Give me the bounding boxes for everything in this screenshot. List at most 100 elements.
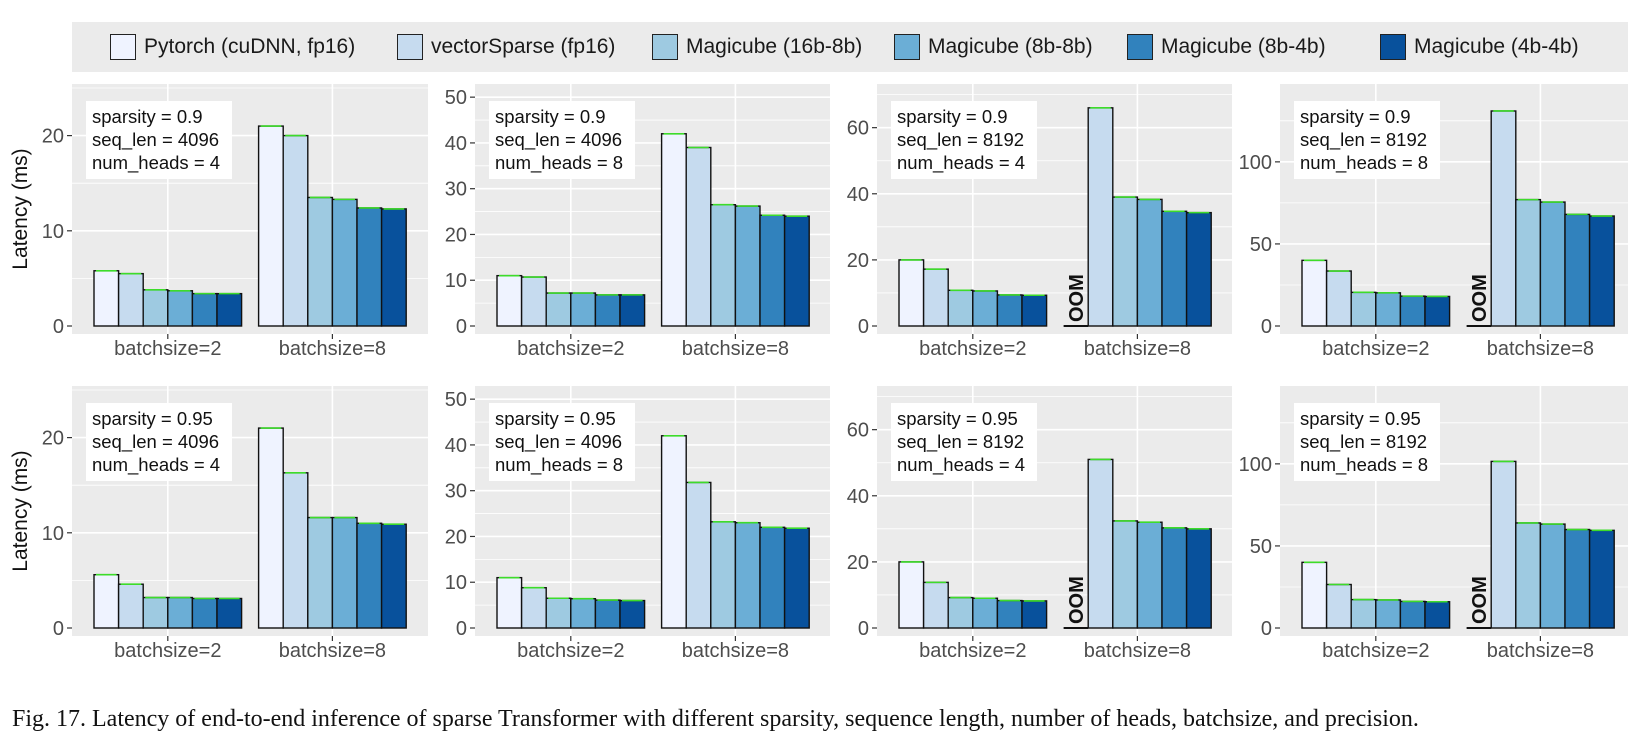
bar: [282, 134, 309, 327]
legend-item: Magicube (4b-4b): [1380, 33, 1579, 61]
bar: [1112, 520, 1139, 629]
legend-item: Magicube (8b-8b): [894, 33, 1093, 61]
bar: [922, 268, 949, 327]
bar: [685, 481, 712, 629]
y-axis-title: Latency (ms): [9, 450, 32, 571]
bar: [356, 207, 383, 327]
legend-swatch: [110, 34, 136, 60]
bar: [759, 526, 786, 629]
bar: [1539, 523, 1566, 629]
annotation-line: sparsity = 0.9: [1300, 106, 1411, 127]
bar: [1021, 294, 1048, 327]
annotation-line: num_heads = 8: [1300, 152, 1428, 174]
bar: [1564, 213, 1591, 327]
y-tick-label: 40: [847, 486, 869, 508]
x-tick-label: batchsize=2: [114, 640, 221, 662]
chart-panel: 0 10 20 batchsize=2 batchsize=8 sparsity = 0.…: [9, 386, 428, 662]
bar: [380, 523, 407, 629]
legend-item: Magicube (16b-8b): [652, 33, 862, 61]
legend-label: Pytorch (cuDNN, fp16): [144, 35, 356, 58]
legend-swatch: [1380, 34, 1406, 60]
bar: [570, 292, 597, 327]
y-tick-label: 20: [42, 126, 64, 148]
y-tick-label: 10: [445, 572, 467, 594]
bar: [1161, 210, 1188, 327]
y-tick-label: 20: [42, 428, 64, 450]
bar: [972, 597, 999, 629]
legend-item: Pytorch (cuDNN, fp16): [110, 33, 355, 61]
bar: [783, 527, 810, 629]
annotation-line: num_heads = 4: [92, 454, 220, 476]
bar: [282, 472, 309, 629]
y-tick-label: 40: [445, 133, 467, 155]
bar: [1087, 107, 1114, 327]
chart-panel: OOM 0 50 100 batchsize=2 batchsize=8 sparsity …: [1239, 84, 1628, 360]
y-tick-label: 50: [1250, 536, 1272, 558]
bar: [1588, 529, 1615, 629]
bar: [1424, 601, 1451, 629]
bar: [619, 599, 646, 629]
annotation-box: [86, 403, 232, 481]
bar: [947, 596, 974, 629]
bar: [972, 290, 999, 327]
bar: [1424, 295, 1451, 327]
x-tick-label: batchsize=2: [919, 338, 1026, 360]
bar: [1588, 215, 1615, 327]
annotation-line: sparsity = 0.95: [1300, 408, 1421, 429]
x-tick-label: batchsize=2: [517, 338, 624, 360]
bar: [710, 204, 737, 327]
y-tick-label: 100: [1239, 152, 1272, 174]
x-tick-label: batchsize=8: [1487, 640, 1594, 662]
bar: [1350, 291, 1377, 327]
y-tick-label: 10: [42, 523, 64, 545]
bar: [570, 598, 597, 629]
annotation-line: seq_len = 8192: [1300, 431, 1427, 453]
bar: [1136, 521, 1163, 629]
y-tick-label: 0: [858, 618, 869, 640]
bar: [1375, 599, 1402, 629]
annotation-line: num_heads = 4: [897, 152, 1025, 174]
y-tick-label: 0: [858, 316, 869, 338]
bar: [1087, 458, 1114, 629]
bar: [1490, 110, 1517, 327]
bar: [1161, 527, 1188, 629]
annotation-line: sparsity = 0.9: [92, 106, 203, 127]
y-tick-label: 50: [445, 87, 467, 109]
bar: [167, 290, 194, 327]
bar: [898, 259, 925, 327]
bar: [545, 292, 572, 327]
bar: [257, 427, 284, 629]
y-tick-label: 30: [445, 481, 467, 503]
bar: [1399, 600, 1426, 629]
legend-label: Magicube (8b-8b): [928, 35, 1093, 58]
annotation-box: [891, 403, 1037, 481]
legend-label: Magicube (8b-4b): [1161, 35, 1326, 58]
y-tick-label: 10: [445, 270, 467, 292]
bar: [1515, 522, 1542, 629]
annotation-line: seq_len = 4096: [495, 129, 622, 151]
bar: [167, 596, 194, 629]
legend: Pytorch (cuDNN, fp16) vectorSparse (fp16)…: [72, 22, 1628, 72]
annotation-box: [86, 101, 232, 179]
bar: [1350, 598, 1377, 629]
annotation-line: seq_len = 8192: [897, 129, 1024, 151]
x-tick-label: batchsize=2: [1322, 338, 1429, 360]
y-tick-label: 0: [53, 316, 64, 338]
y-tick-label: 0: [1261, 316, 1272, 338]
bar: [734, 205, 761, 327]
chart-panel: OOM 0 20 40 60 batchsize=2 batchsize=8 sparsity…: [847, 84, 1232, 360]
y-tick-label: 30: [445, 179, 467, 201]
x-tick-label: batchsize=8: [279, 338, 386, 360]
x-tick-label: batchsize=8: [279, 640, 386, 662]
y-tick-label: 40: [847, 184, 869, 206]
legend-label: vectorSparse (fp16): [431, 35, 616, 58]
y-tick-label: 50: [445, 389, 467, 411]
bar: [1399, 295, 1426, 327]
bar: [93, 270, 120, 327]
bar: [331, 516, 358, 629]
legend-swatch: [894, 34, 920, 60]
bar: [496, 274, 523, 327]
bar: [216, 292, 243, 327]
bar: [191, 597, 218, 629]
y-tick-label: 40: [445, 435, 467, 457]
